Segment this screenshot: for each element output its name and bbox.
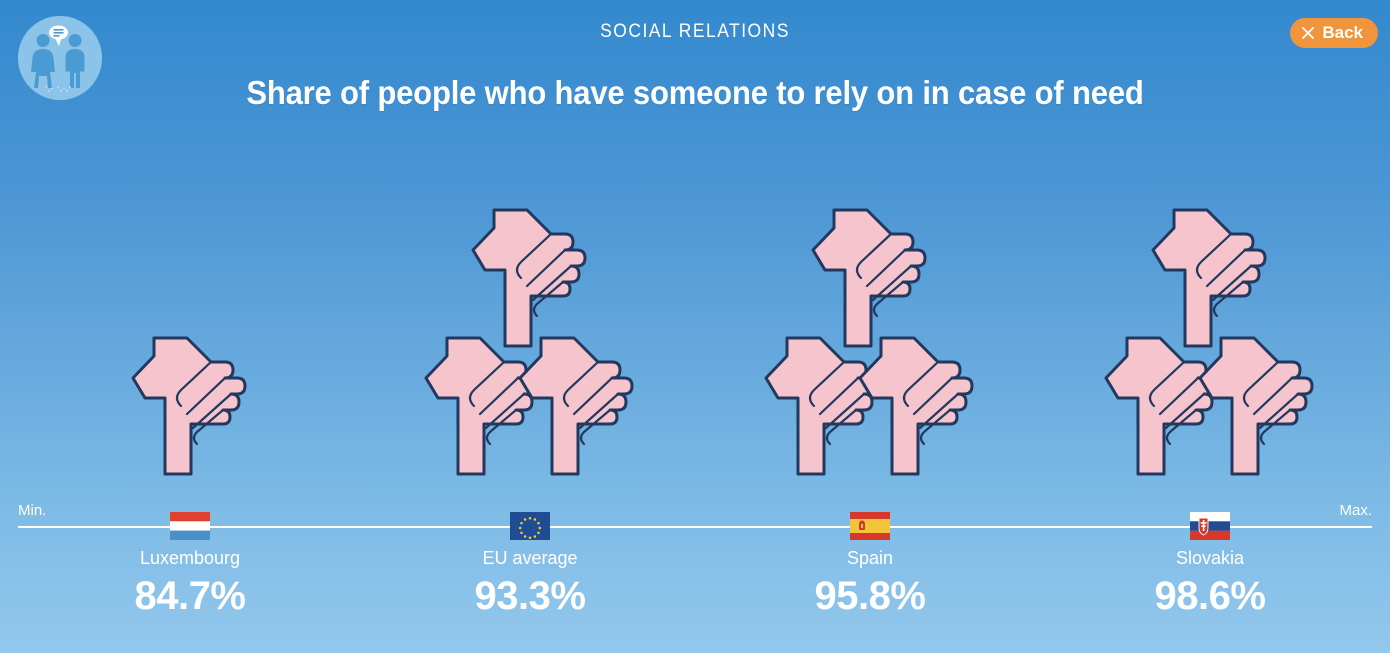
close-x-icon (1302, 27, 1315, 39)
helping-hands-icon (852, 326, 982, 486)
axis-min-label: Min. (18, 502, 47, 519)
helping-hands-icon (758, 326, 888, 486)
axis-line (18, 526, 1372, 528)
country-name: EU average (482, 548, 578, 568)
column-eu-average[interactable]: EU average 93.3% (400, 150, 660, 620)
flag-slovakia (1190, 512, 1230, 540)
axis-max-label: Max. (1339, 502, 1372, 519)
social-relations-logo (18, 16, 102, 100)
column-luxembourg[interactable]: Luxembourg 84.7% (60, 150, 320, 620)
slovakia-coat-of-arms (1198, 517, 1209, 536)
two-people-speech-bubble-icon (18, 16, 102, 100)
country-name: Luxembourg (139, 548, 241, 568)
column-spain[interactable]: Spain 95.8% (740, 150, 1000, 620)
page-header: SOCIAL RELATIONS Back Share of people wh… (0, 0, 1390, 120)
helping-hands-icon (1192, 326, 1322, 486)
country-value: 95.8% (814, 574, 926, 618)
helping-hands-icon (465, 198, 595, 358)
icon-stack-luxembourg (60, 198, 320, 498)
country-value: 98.6% (1154, 574, 1266, 618)
icon-stack-spain (740, 198, 1000, 498)
country-name: Spain (846, 548, 894, 568)
helping-hands-icon (125, 326, 255, 486)
country-value: 84.7% (134, 574, 246, 618)
icon-stack-slovakia (1080, 198, 1340, 498)
helping-hands-icon (805, 198, 935, 358)
back-button[interactable]: Back (1290, 18, 1378, 48)
icon-stack-eu-average (400, 198, 660, 498)
page-title: Share of people who have someone to rely… (246, 74, 1144, 111)
column-slovakia[interactable]: Slovakia 98.6% (1080, 150, 1340, 620)
spain-coat-of-arms (859, 520, 865, 530)
country-name: Slovakia (1175, 548, 1245, 568)
section-label: SOCIAL RELATIONS (600, 21, 790, 42)
flag-spain (850, 512, 890, 540)
flag-luxembourg (170, 512, 210, 540)
back-button-label: Back (1322, 23, 1363, 42)
helping-hands-icon (1145, 198, 1275, 358)
flag-eu (510, 512, 550, 540)
country-value: 93.3% (474, 574, 586, 618)
helping-hands-icon (512, 326, 642, 486)
